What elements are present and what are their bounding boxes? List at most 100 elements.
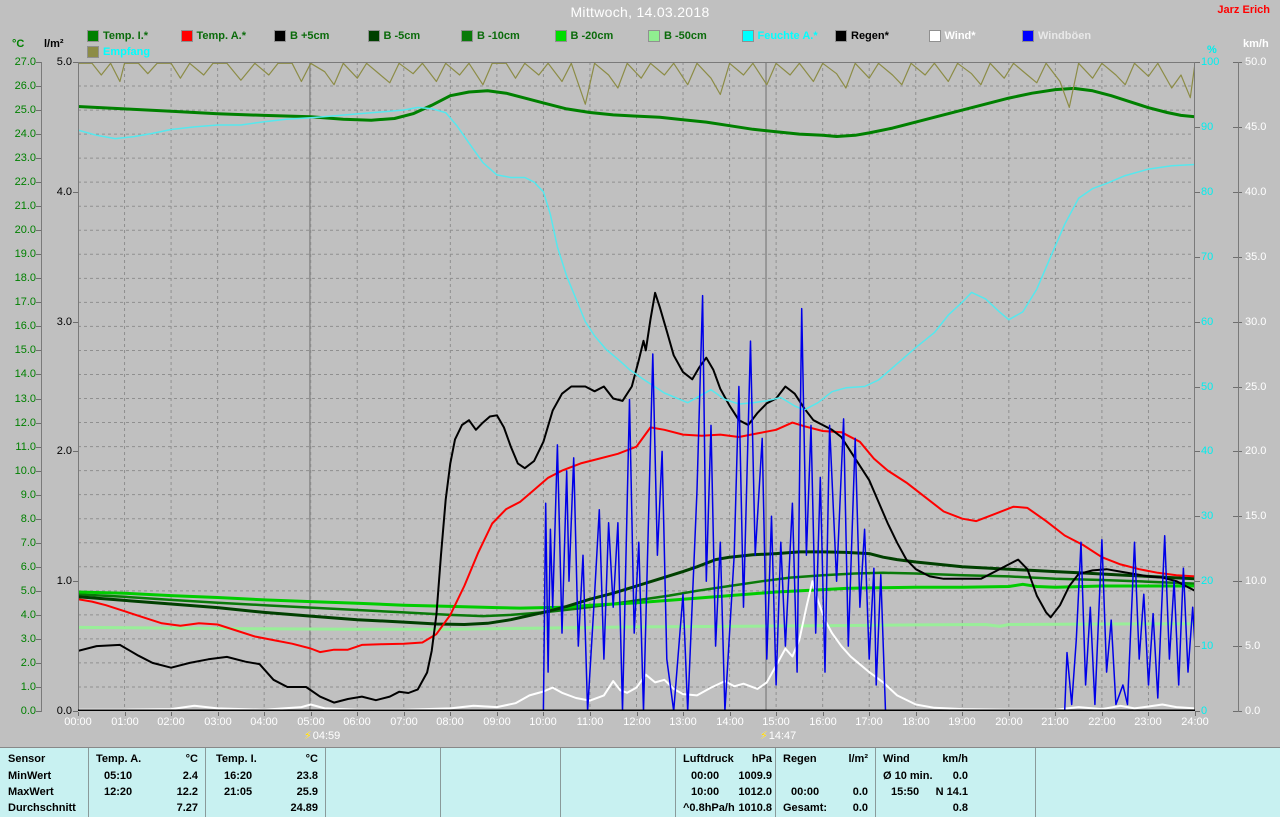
table-cell-value: 0.0 — [852, 802, 868, 814]
table-col-unit: hPa — [751, 753, 772, 765]
table-col-name: Temp. A. — [96, 753, 142, 765]
x-tick-mark — [404, 712, 405, 716]
y-tick-mark — [36, 158, 41, 159]
y-tick-mark — [36, 639, 41, 640]
y-tick-mark — [36, 62, 41, 63]
table-col-name: Luftdruck — [683, 753, 734, 765]
table-row-label: Sensor — [8, 753, 46, 765]
table-col-unit: °C — [305, 753, 318, 765]
y-tick-mark — [36, 350, 41, 351]
legend-label: B -20cm — [570, 30, 614, 42]
table-row-label: MinWert — [8, 770, 52, 782]
table-separator — [325, 748, 326, 817]
legend-item-feuchte-a-: Feuchte A.* — [741, 30, 837, 42]
y-tick-label-C: 13.0 — [14, 393, 36, 405]
y-tick-mark — [36, 447, 41, 448]
y-tick-label-%: 30 — [1201, 510, 1214, 522]
y-tick-label-%: 0 — [1201, 705, 1208, 717]
axis-unit-percent: % — [1207, 44, 1217, 56]
series-line-wind- — [78, 580, 1196, 711]
y-tick-mark — [1233, 581, 1242, 582]
legend-item-regen-: Regen* — [835, 30, 930, 42]
y-tick-mark — [1233, 711, 1242, 712]
y-tick-mark — [36, 110, 41, 111]
y-tick-label-%: 80 — [1201, 186, 1214, 198]
y-tick-label-kmh: 25.0 — [1245, 381, 1267, 393]
series-line-empfang — [78, 62, 1196, 109]
x-tick-label: 03:00 — [204, 716, 232, 728]
legend-row-1: Temp. I.* Temp. A.* B +5cm B -5cm B -10cm B -… — [87, 30, 1117, 42]
x-tick-mark — [730, 712, 731, 716]
y-tick-label-lm: 5.0 — [56, 56, 72, 68]
x-tick-label: 24:00 — [1181, 716, 1209, 728]
legend-item-empfang: Empfang — [87, 46, 182, 58]
y-tick-label-C: 17.0 — [14, 296, 36, 308]
y-tick-label-kmh: 0.0 — [1245, 705, 1261, 717]
y-tick-label-kmh: 40.0 — [1245, 186, 1267, 198]
summary-table: Sensor MinWert MaxWert Durchschnitt Temp. A.… — [0, 747, 1280, 817]
series-line-b-5cm — [77, 550, 1196, 626]
y-tick-mark — [36, 495, 41, 496]
page-title: Mittwoch, 14.03.2018 — [570, 4, 710, 20]
x-tick-label: 18:00 — [902, 716, 930, 728]
y-tick-mark — [73, 192, 78, 193]
y-tick-mark — [1195, 516, 1200, 517]
x-tick-label: 12:00 — [623, 716, 651, 728]
y-tick-mark — [1233, 451, 1242, 452]
x-tick-mark — [450, 712, 451, 716]
y-tick-mark — [1195, 192, 1200, 193]
y-tick-mark — [36, 399, 41, 400]
x-tick-label: 05:00 — [297, 716, 325, 728]
legend-swatch-icon — [367, 30, 380, 42]
y-tick-label-C: 22.0 — [14, 176, 36, 188]
table-row-label: MaxWert — [8, 786, 54, 798]
table-separator — [675, 748, 676, 817]
x-tick-mark — [776, 712, 777, 716]
table-col-unit: °C — [185, 753, 198, 765]
legend-item-wind-: Wind* — [928, 30, 1024, 42]
table-cell-value: 2.4 — [182, 770, 198, 782]
legend-label: B +5cm — [290, 30, 330, 42]
y-tick-label-C: 12.0 — [14, 417, 36, 429]
y-tick-label-C: 14.0 — [14, 368, 36, 380]
x-tick-label: 21:00 — [1041, 716, 1069, 728]
x-tick-label: 04:00 — [250, 716, 278, 728]
y-tick-mark — [73, 322, 78, 323]
x-tick-label: 19:00 — [948, 716, 976, 728]
y-tick-label-C: 8.0 — [20, 513, 36, 525]
y-tick-mark — [36, 86, 41, 87]
y-tick-label-C: 24.0 — [14, 128, 36, 140]
x-tick-mark — [916, 712, 917, 716]
legend-label: Temp. I.* — [103, 30, 149, 42]
y-tick-mark — [1195, 127, 1200, 128]
y-tick-label-C: 6.0 — [20, 561, 36, 573]
chart-canvas — [77, 62, 1196, 712]
x-tick-label: 20:00 — [995, 716, 1023, 728]
y-tick-mark — [36, 134, 41, 135]
legend-label: B -10cm — [477, 30, 520, 42]
table-cell-time: 15:50 — [891, 786, 920, 798]
x-tick-mark — [497, 712, 498, 716]
x-tick-mark — [869, 712, 870, 716]
y-tick-label-%: 10 — [1201, 640, 1214, 652]
legend-swatch-icon — [741, 30, 754, 42]
x-tick-label: 13:00 — [669, 716, 697, 728]
table-cell-time: 21:05 — [224, 786, 253, 798]
x-tick-mark — [1102, 712, 1103, 716]
table-cell-value: 1010.8 — [738, 802, 772, 814]
x-tick-mark — [311, 712, 312, 716]
legend-swatch-icon — [1022, 30, 1034, 42]
y-tick-label-C: 4.0 — [20, 609, 36, 621]
y-tick-mark — [36, 423, 41, 424]
legend-item-b-50cm: B -50cm — [648, 30, 743, 42]
table-col-unit: l/m² — [848, 753, 868, 765]
y-tick-label-%: 20 — [1201, 575, 1214, 587]
axis-unit-celsius: °C — [12, 38, 25, 50]
legend-label: Regen* — [851, 30, 889, 42]
x-tick-mark — [1195, 712, 1196, 716]
y-tick-label-kmh: 45.0 — [1245, 121, 1267, 133]
x-tick-label: 14:00 — [716, 716, 744, 728]
y-tick-mark — [36, 543, 41, 544]
x-tick-mark — [823, 712, 824, 716]
table-cell-value: 1012.0 — [738, 786, 772, 798]
